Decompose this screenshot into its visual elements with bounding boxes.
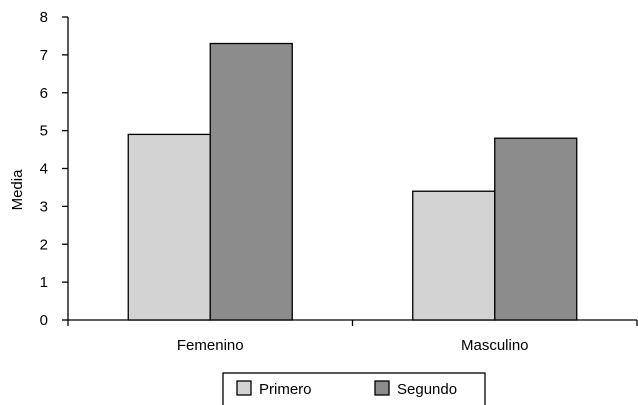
x-category-label: Masculino <box>461 337 529 354</box>
y-axis: 0 1 2 3 4 5 6 7 8 <box>40 9 69 329</box>
legend-label-primero: Primero <box>259 381 312 398</box>
bar-segundo-masculino <box>494 137 578 321</box>
legend-swatch-segundo <box>374 380 390 396</box>
y-tick-label: 7 <box>40 47 48 64</box>
bar-primero-masculino <box>412 190 496 321</box>
legend-swatch-primero <box>236 380 252 396</box>
y-tick-label: 1 <box>40 274 48 291</box>
legend: Primero Segundo <box>222 372 486 405</box>
y-tick-label: 4 <box>40 161 48 178</box>
legend-label-segundo: Segundo <box>397 381 457 398</box>
bar-primero-femenino <box>127 133 211 321</box>
y-tick-label: 8 <box>40 9 48 26</box>
category-labels: Femenino Masculino <box>177 337 529 354</box>
x-category-label: Femenino <box>177 337 244 354</box>
bar-segundo-femenino <box>209 42 293 321</box>
legend-box <box>222 372 486 405</box>
y-tick-label: 3 <box>40 198 48 215</box>
y-tick-label: 2 <box>40 236 48 253</box>
y-tick-label: 6 <box>40 85 48 102</box>
y-tick-label: 0 <box>40 312 48 329</box>
y-axis-title: Media <box>9 169 26 211</box>
y-tick-label: 5 <box>40 123 48 140</box>
bars <box>127 42 578 321</box>
x-axis <box>67 319 638 326</box>
